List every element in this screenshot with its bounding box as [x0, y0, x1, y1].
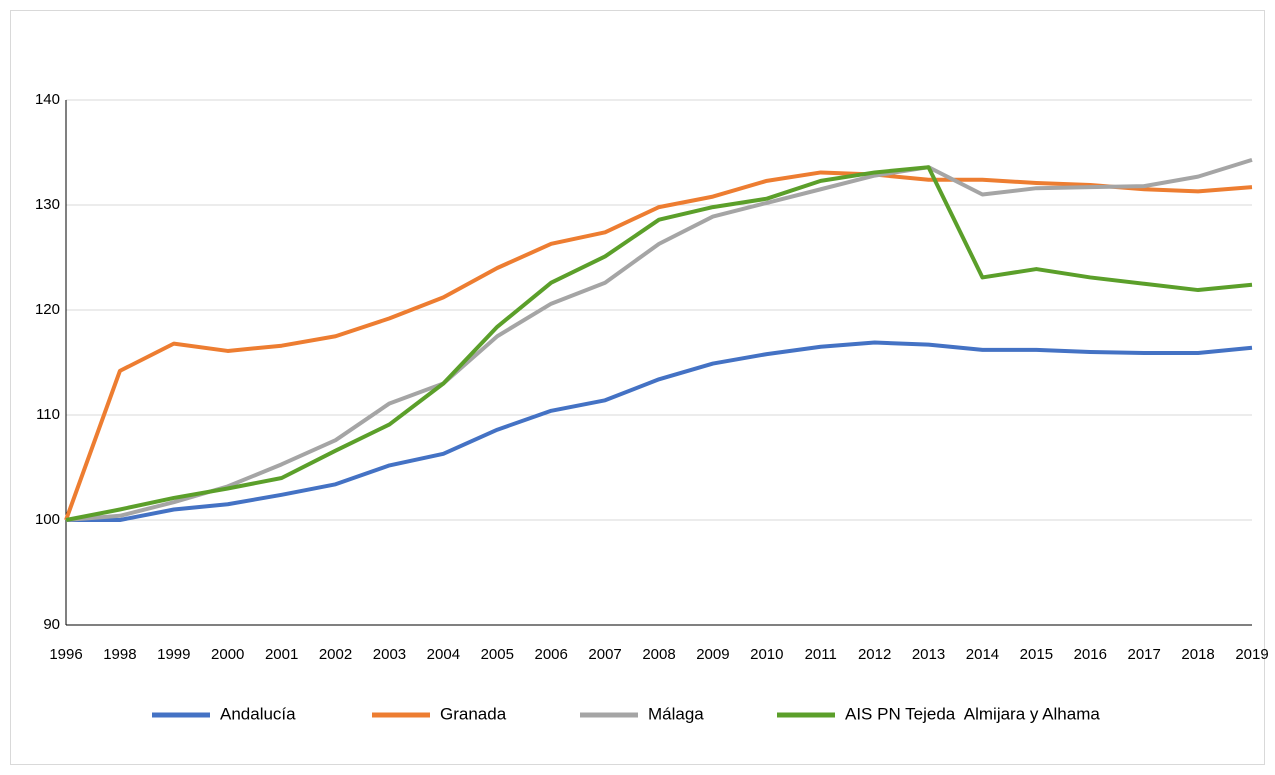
y-tick-label: 90	[43, 616, 60, 633]
x-tick-label: 2013	[912, 646, 945, 663]
x-tick-label: 2018	[1181, 646, 1214, 663]
y-tick-label: 100	[35, 511, 60, 528]
x-tick-label: 2017	[1127, 646, 1160, 663]
x-tick-label: 2016	[1074, 646, 1107, 663]
x-tick-label: 2014	[966, 646, 999, 663]
legend-label: Granada	[440, 704, 507, 723]
x-tick-label: 2002	[319, 646, 352, 663]
data-line	[65, 165, 1253, 522]
x-tick-label: 2004	[427, 646, 460, 663]
y-tick-label: 120	[35, 301, 60, 318]
x-tick-label: 1996	[49, 646, 82, 663]
x-tick-label: 2007	[588, 646, 621, 663]
legend-label: Andalucía	[220, 704, 296, 723]
data-line	[66, 340, 1253, 522]
legend-label: Málaga	[648, 704, 704, 723]
data-line	[65, 157, 1253, 522]
x-tick-label: 2009	[696, 646, 729, 663]
data-line	[64, 170, 1253, 521]
x-tick-label: 1999	[157, 646, 190, 663]
y-tick-label: 130	[35, 196, 60, 213]
x-tick-label: 2011	[805, 646, 837, 663]
x-tick-label: 2000	[211, 646, 244, 663]
x-tick-label: 2006	[534, 646, 567, 663]
y-tick-label: 110	[36, 406, 60, 423]
x-tick-label: 2012	[858, 646, 891, 663]
x-tick-label: 2015	[1020, 646, 1053, 663]
y-tick-label: 140	[35, 91, 60, 108]
x-tick-label: 2005	[481, 646, 514, 663]
x-tick-label: 2003	[373, 646, 406, 663]
x-tick-label: 2019	[1235, 646, 1268, 663]
x-tick-label: 2010	[750, 646, 783, 663]
legend-label: AIS PN Tejeda Almijara y Alhama	[845, 704, 1100, 723]
x-tick-label: 2008	[642, 646, 675, 663]
x-tick-label: 2001	[265, 646, 298, 663]
x-tick-label: 1998	[103, 646, 136, 663]
